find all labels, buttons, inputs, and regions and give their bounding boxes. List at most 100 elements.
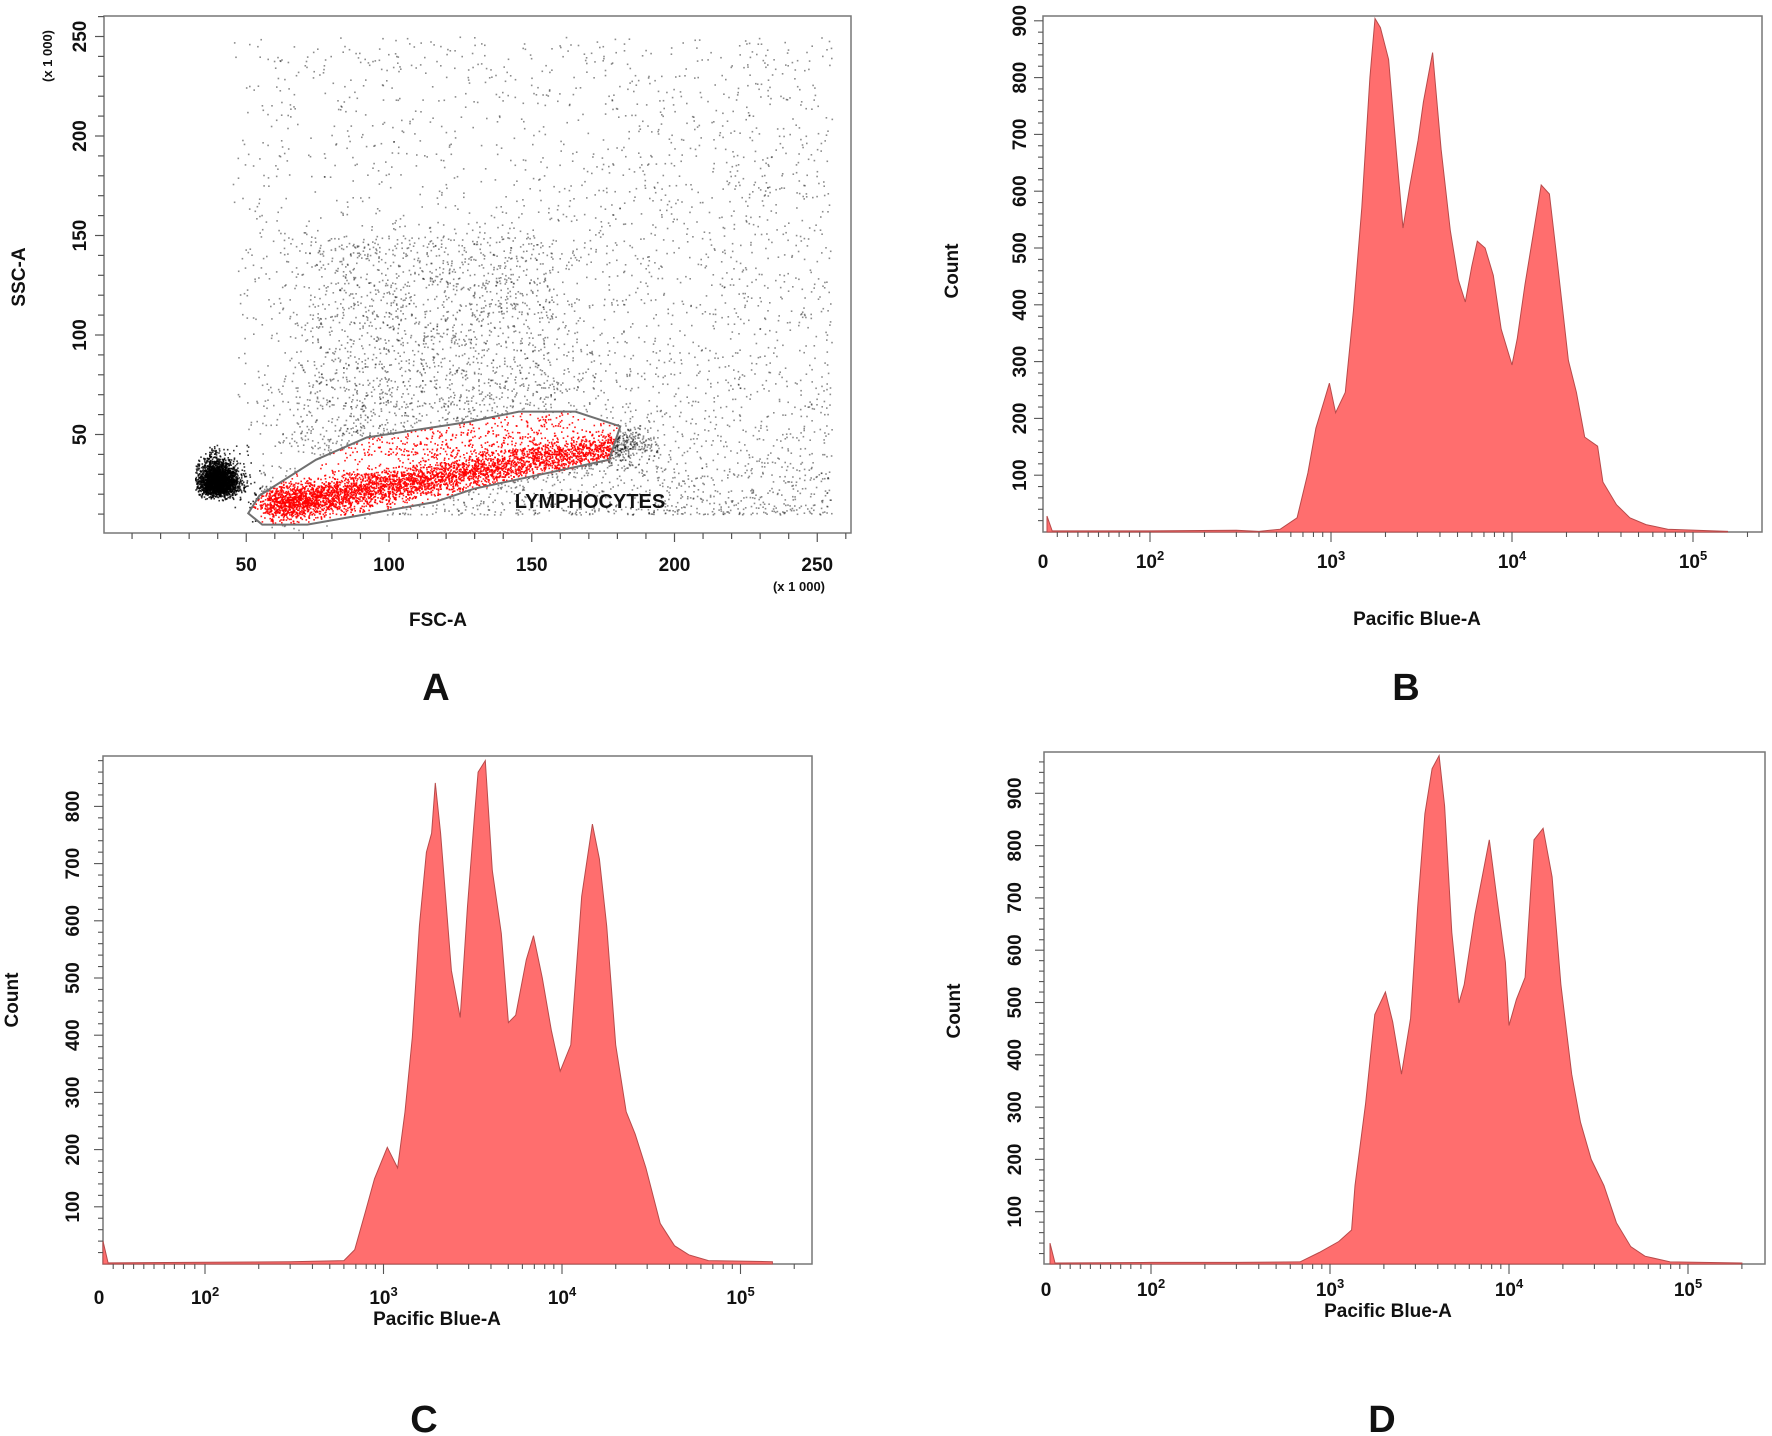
event-dot bbox=[218, 491, 220, 493]
gated-event-dot bbox=[372, 480, 374, 482]
gated-event-dot bbox=[413, 483, 416, 485]
gated-event-dot bbox=[533, 454, 536, 457]
event-dot bbox=[632, 431, 634, 434]
gated-event-dot bbox=[349, 503, 352, 505]
gated-event-dot bbox=[475, 460, 477, 462]
gated-event-dot bbox=[565, 454, 567, 456]
gated-event-dot bbox=[297, 514, 300, 517]
gated-event-dot bbox=[496, 480, 498, 482]
event-dot bbox=[229, 461, 232, 464]
gated-event-dot bbox=[350, 486, 353, 489]
gated-event-dot bbox=[287, 498, 289, 501]
gated-event-dot bbox=[554, 464, 556, 467]
event-dot bbox=[649, 427, 652, 429]
gated-event-dot bbox=[467, 471, 470, 474]
gated-event-dot bbox=[292, 490, 294, 492]
gated-event-dot bbox=[528, 457, 530, 459]
event-dot bbox=[231, 467, 233, 470]
gated-event-dot bbox=[412, 473, 415, 476]
gated-event-dot bbox=[597, 439, 600, 442]
gated-event-dot bbox=[295, 515, 297, 518]
event-dot bbox=[209, 468, 212, 470]
gated-event-dot bbox=[576, 458, 579, 461]
event-dot bbox=[224, 459, 227, 462]
gated-event-dot bbox=[498, 472, 500, 474]
event-dot bbox=[228, 472, 230, 475]
gated-event-dot bbox=[360, 493, 363, 496]
event-dot bbox=[208, 466, 211, 468]
gated-event-dot bbox=[478, 474, 480, 477]
gated-event-dot bbox=[305, 501, 307, 504]
gated-event-dot bbox=[331, 497, 333, 500]
gated-event-dot bbox=[610, 437, 613, 440]
event-dot bbox=[227, 472, 229, 474]
gated-event-dot bbox=[462, 476, 464, 478]
event-dot bbox=[204, 483, 207, 485]
event-dot bbox=[233, 474, 235, 477]
gated-event-dot bbox=[540, 461, 543, 463]
gated-event-dot bbox=[269, 490, 271, 492]
event-dot bbox=[619, 450, 622, 452]
event-dot bbox=[231, 471, 233, 473]
gated-event-dot bbox=[363, 488, 366, 490]
gated-event-dot bbox=[373, 490, 376, 493]
event-dot bbox=[220, 475, 223, 478]
gated-event-dot bbox=[395, 473, 398, 476]
event-dot bbox=[631, 433, 634, 436]
gated-event-dot bbox=[331, 508, 333, 511]
gated-event-dot bbox=[323, 483, 326, 485]
event-dot bbox=[626, 447, 628, 450]
gated-event-dot bbox=[433, 479, 436, 482]
event-dot bbox=[670, 458, 672, 461]
gated-event-dot bbox=[445, 472, 447, 474]
event-dot bbox=[630, 437, 633, 440]
gated-event-dot bbox=[375, 479, 377, 482]
gated-event-dot bbox=[443, 475, 446, 477]
gated-event-dot bbox=[409, 467, 412, 470]
event-dot bbox=[240, 482, 243, 484]
event-dot bbox=[219, 490, 221, 492]
gated-event-dot bbox=[432, 481, 434, 484]
gated-event-dot bbox=[287, 491, 290, 494]
gated-event-dot bbox=[591, 452, 594, 455]
gated-event-dot bbox=[344, 493, 346, 496]
gated-event-dot bbox=[496, 470, 499, 472]
event-dot bbox=[236, 480, 238, 482]
gated-event-dot bbox=[359, 486, 362, 488]
gated-event-dot bbox=[595, 450, 598, 453]
gated-event-dot bbox=[416, 477, 418, 480]
event-dot bbox=[211, 460, 213, 462]
gated-event-dot bbox=[565, 449, 567, 452]
event-dot bbox=[205, 474, 208, 477]
event-dot bbox=[201, 489, 203, 491]
event-dot bbox=[616, 446, 619, 448]
gated-event-dot bbox=[607, 454, 609, 457]
gated-event-dot bbox=[610, 447, 612, 450]
gated-event-dot bbox=[489, 455, 491, 457]
event-dot bbox=[227, 488, 229, 490]
event-dot bbox=[618, 439, 621, 442]
event-dot bbox=[629, 448, 631, 450]
gated-event-dot bbox=[412, 477, 415, 479]
gated-event-dot bbox=[418, 480, 421, 483]
gated-event-dot bbox=[269, 493, 271, 496]
gated-event-dot bbox=[368, 482, 370, 485]
gated-event-dot bbox=[477, 460, 480, 462]
event-dot bbox=[212, 476, 215, 478]
gated-event-dot bbox=[532, 463, 535, 465]
event-dot bbox=[633, 443, 635, 446]
gated-event-dot bbox=[340, 493, 342, 495]
event-dot bbox=[205, 460, 208, 462]
event-dot bbox=[198, 487, 201, 490]
event-dot bbox=[224, 487, 227, 490]
gated-event-dot bbox=[399, 492, 402, 495]
event-dot bbox=[229, 453, 231, 455]
gated-event-dot bbox=[272, 515, 274, 518]
gated-event-dot bbox=[569, 456, 572, 458]
event-dot bbox=[197, 469, 199, 471]
gated-event-dot bbox=[481, 472, 483, 475]
gated-event-dot bbox=[328, 487, 331, 490]
gated-event-dot bbox=[458, 478, 461, 481]
event-dot bbox=[220, 471, 222, 474]
event-dot bbox=[213, 480, 215, 482]
